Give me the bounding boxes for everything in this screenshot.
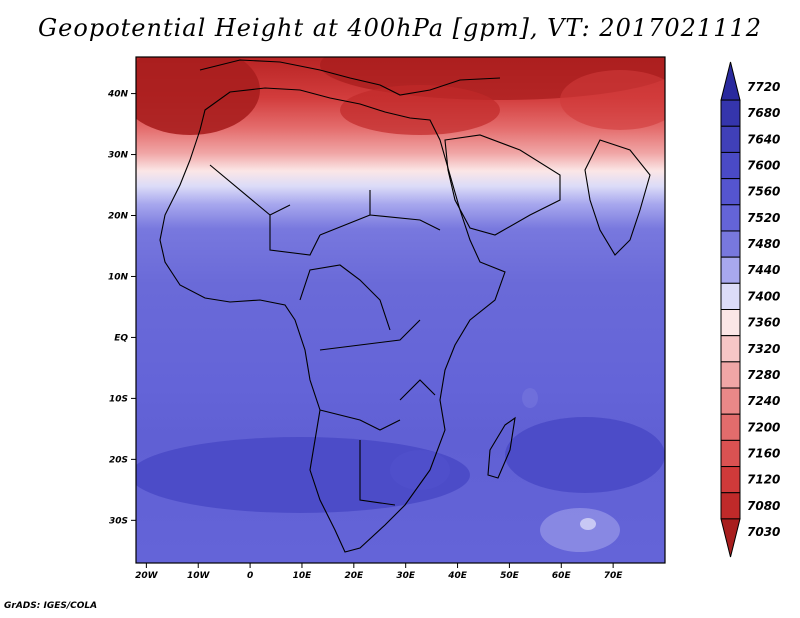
colorbar-top-arrow (720, 61, 741, 101)
africa-coastline (159, 87, 506, 553)
colorbar-label: 7520 (747, 211, 780, 225)
lon-tick-label: 10W (187, 571, 211, 581)
arabia-outline (444, 134, 561, 236)
lat-tick-label: 40N (107, 90, 129, 100)
lon-tick-label: 30E (396, 571, 416, 581)
colorbar-label: 7360 (747, 316, 780, 330)
colorbar-swatch (720, 466, 741, 494)
colorbar-swatch (720, 309, 741, 337)
colorbar: 7720 7680 7640 7600 7560 7520 7480 7440 7400 7360… (720, 61, 780, 558)
colorbar-label: 7030 (747, 525, 780, 539)
colorbar-label: 7120 (747, 473, 780, 487)
colorbar-swatch (720, 99, 741, 127)
colorbar-label: 7720 (747, 80, 780, 94)
colorbar-label: 7320 (747, 342, 780, 356)
map-title: Geopotential Height at 400hPa [gpm], VT:… (38, 14, 762, 42)
lon-tick-label: 70E (604, 571, 624, 581)
colorbar-swatch (720, 178, 741, 206)
madagascar-outline (487, 416, 516, 479)
lon-tick-label: 50E (500, 571, 520, 581)
colorbar-label: 7640 (747, 132, 780, 146)
colorbar-label: 7440 (747, 263, 780, 277)
colorbar-label: 7400 (747, 289, 780, 303)
colorbar-swatch (720, 125, 741, 153)
colorbar-label: 7240 (747, 394, 780, 408)
colorbar-label: 7560 (747, 185, 780, 199)
height-field (136, 57, 665, 563)
lon-tick-label: 20W (135, 571, 159, 581)
colorbar-swatch (720, 439, 741, 468)
lon-tick-label: 10E (293, 571, 313, 581)
lon-tick-label: 60E (552, 571, 572, 581)
colorbar-swatch (720, 151, 741, 180)
colorbar-swatch (720, 413, 741, 441)
colorbar-swatch (720, 335, 741, 363)
colorbar-label: 7080 (747, 499, 780, 513)
colorbar-swatch (720, 492, 741, 520)
lat-tick-label: EQ (114, 333, 128, 343)
lat-tick-label: 30N (108, 151, 129, 161)
colorbar-label: 7680 (747, 106, 780, 120)
lon-tick-label: 20E (344, 571, 364, 581)
lat-tick-label: 10S (109, 394, 128, 404)
coastlines (159, 59, 651, 553)
longitude-axis: 20W 10W 0 10E 20E 30E 40E 50E 60E 70E (135, 563, 623, 581)
colorbar-swatch (720, 361, 741, 389)
colorbar-label: 7600 (747, 159, 780, 173)
country-borders (209, 164, 441, 506)
europe-coast (199, 59, 501, 96)
colorbar-swatch (720, 387, 741, 415)
lon-tick-label: 0 (247, 571, 253, 581)
lat-tick-label: 30S (109, 516, 128, 526)
colorbar-swatch (720, 230, 741, 258)
colorbar-swatch (720, 256, 741, 284)
lat-tick-label: 20S (109, 455, 128, 465)
colorbar-bottom-arrow (720, 518, 741, 558)
colorbar-label: 7480 (747, 237, 780, 251)
plot-frame (135, 56, 666, 564)
lat-tick-label: 20N (108, 212, 129, 222)
colorbar-label: 7200 (747, 420, 780, 434)
grads-credit: GrADS: IGES/COLA (4, 601, 98, 611)
lon-tick-label: 40E (447, 571, 468, 581)
colorbar-label: 7160 (747, 446, 780, 460)
latitude-axis: 40N 30N 20N 10N EQ 10S 20S 30S (107, 90, 136, 526)
lat-tick-label: 10N (108, 272, 129, 282)
colorbar-swatch (720, 204, 741, 232)
india-outline (584, 139, 651, 256)
colorbar-label: 7280 (747, 368, 780, 382)
colorbar-swatch (720, 282, 741, 310)
